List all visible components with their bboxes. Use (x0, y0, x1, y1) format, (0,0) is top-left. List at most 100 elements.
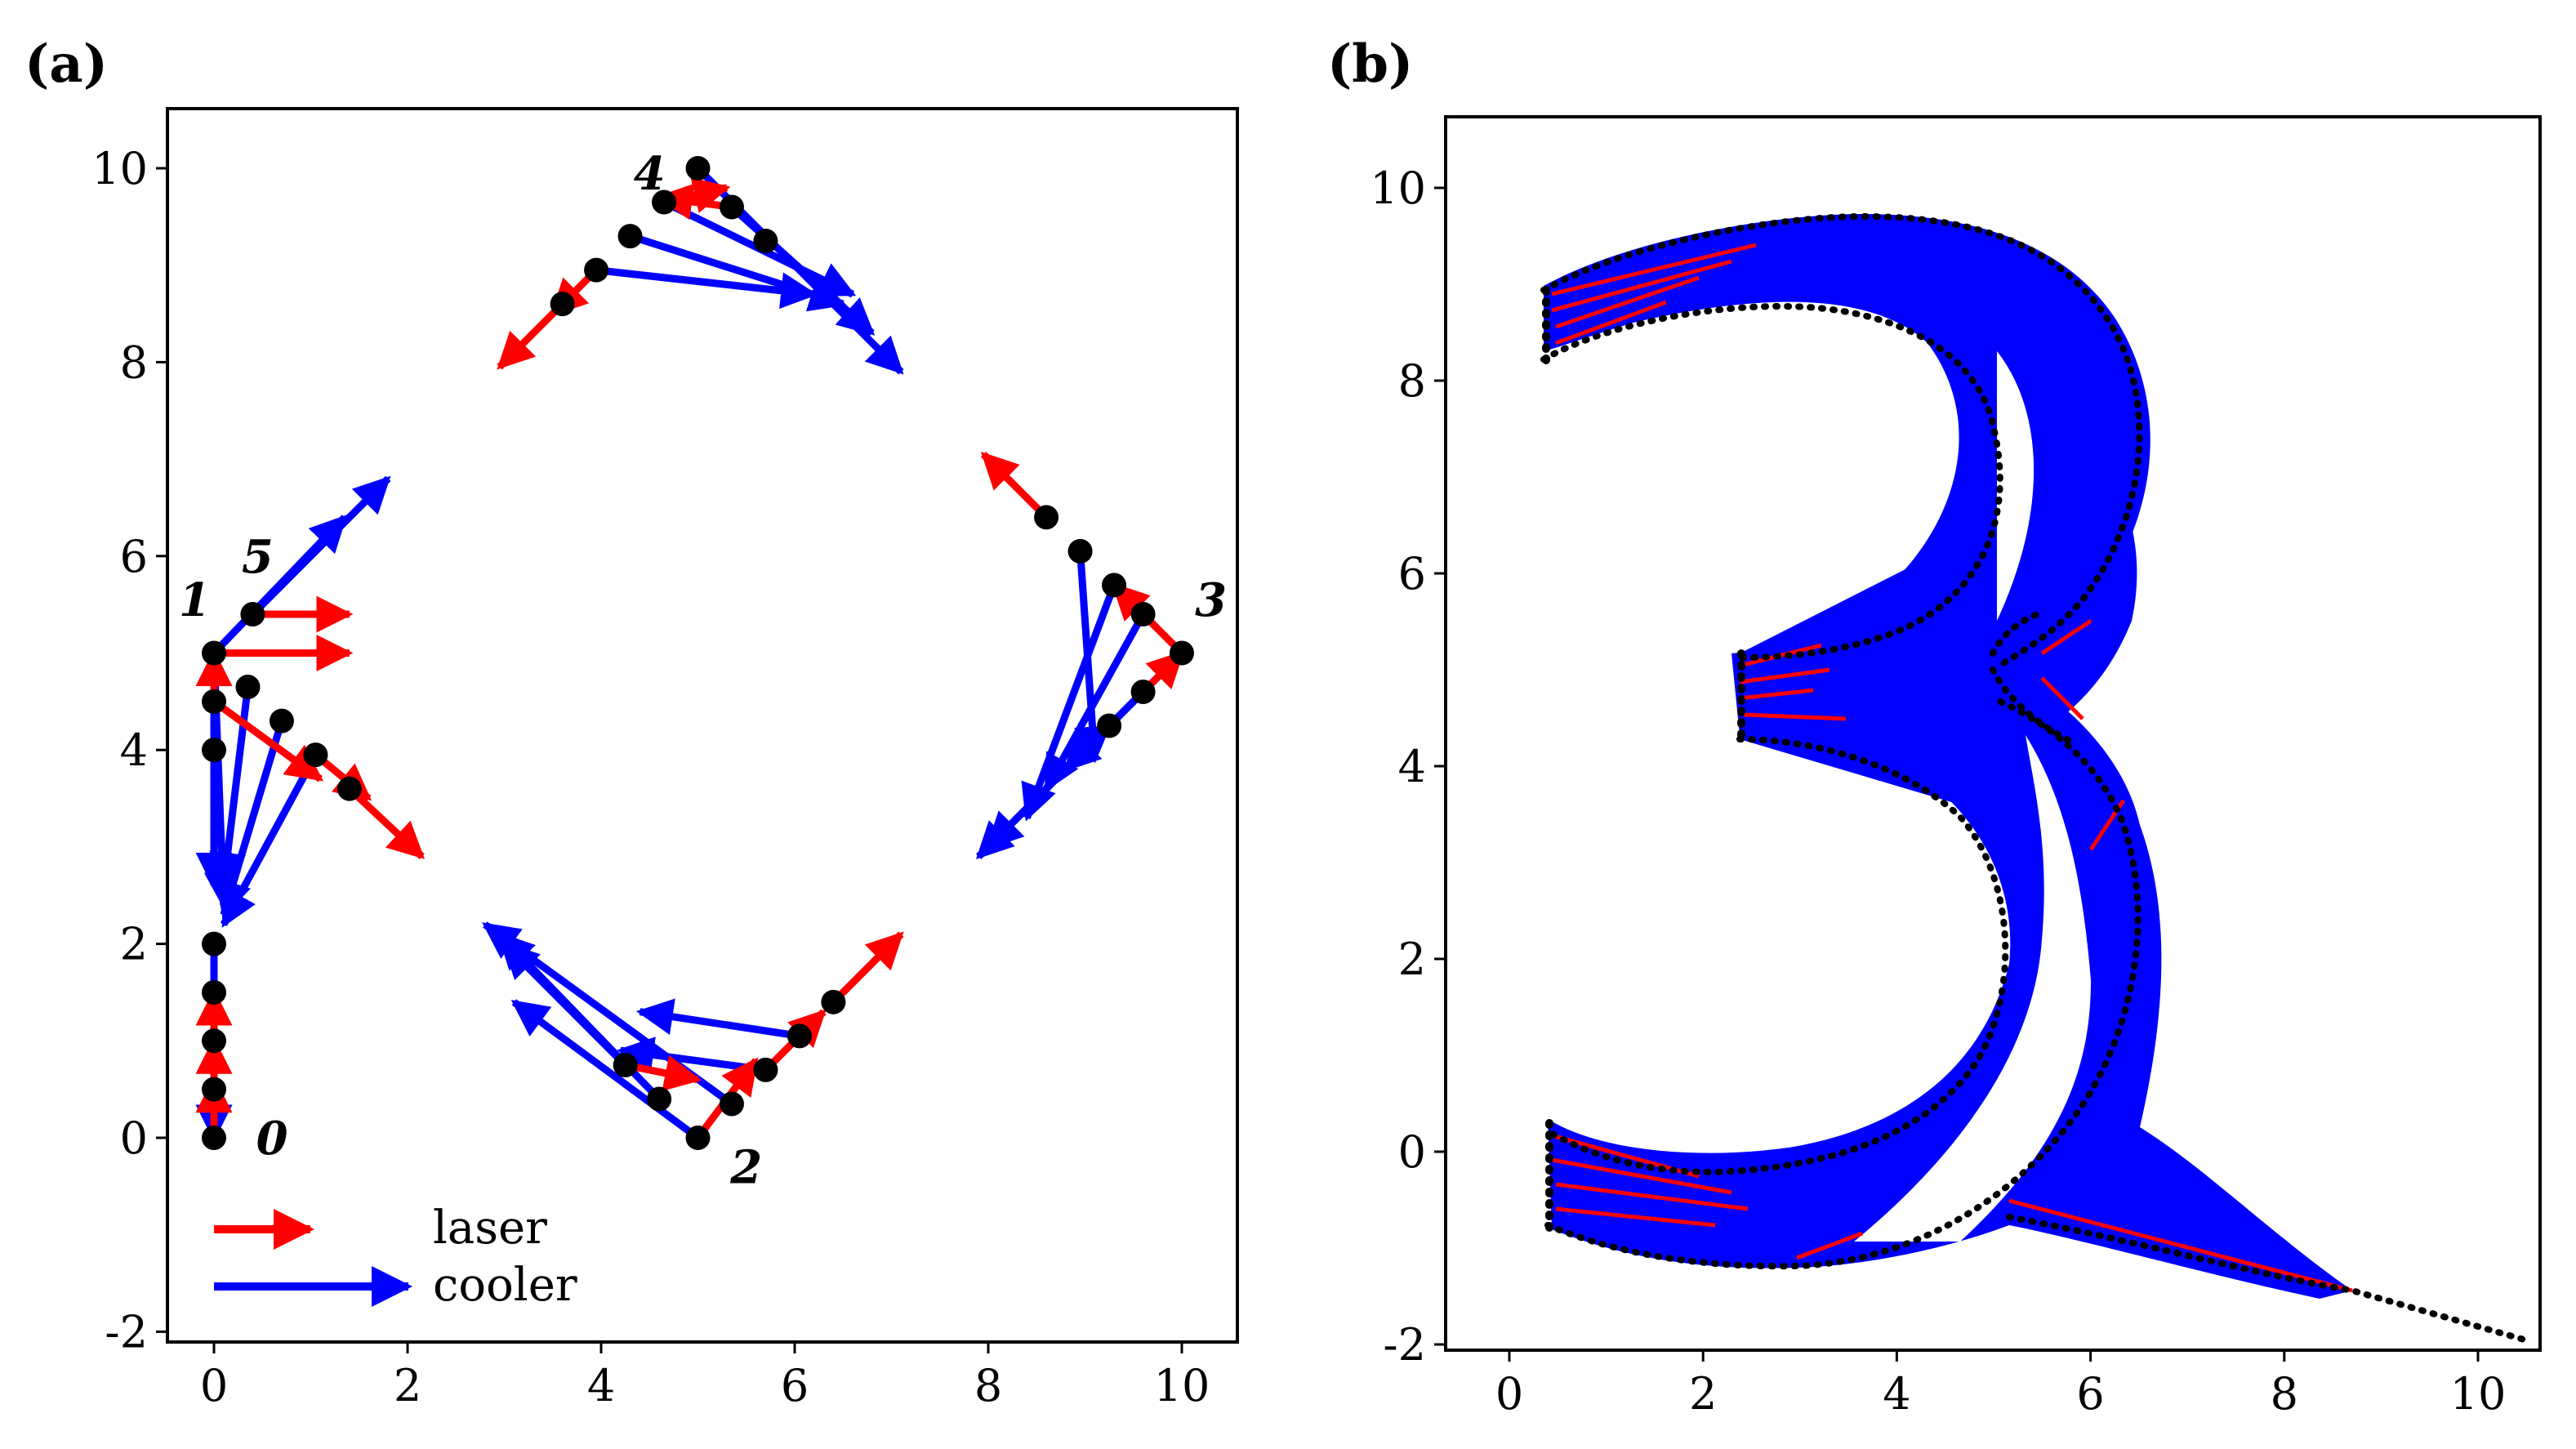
atom (303, 742, 328, 768)
atom (1102, 573, 1127, 598)
atom (613, 1052, 638, 1077)
cooler-arrow (220, 752, 319, 928)
cooler-arrow (635, 998, 800, 1040)
atom (202, 689, 226, 714)
atom (202, 738, 226, 763)
site-labels-a: 0 15 2 3 4 (179, 147, 1227, 1195)
y-tick-label: 2 (120, 919, 148, 970)
y-tick-label: 4 (120, 724, 148, 776)
x-tick-label: 10 (2450, 1368, 2507, 1420)
panel-b-label: (b) (1327, 33, 1413, 95)
site-label: 3 (1195, 573, 1227, 627)
atom (202, 640, 226, 666)
laser-arrow (980, 451, 1050, 520)
white-gap-b (1997, 351, 2035, 621)
y-ticks-a: -2 0 2 4 6 8 10 (91, 143, 167, 1358)
atom (336, 776, 362, 801)
x-tick-label: 2 (394, 1360, 421, 1411)
y-tick-label: 0 (120, 1112, 148, 1164)
atom (202, 1126, 226, 1150)
y-ticks-b: -2 0 2 4 6 8 10 (1370, 163, 1446, 1371)
site-label: 4 (634, 147, 666, 201)
atom (1130, 679, 1156, 704)
atom-contour-b-inner-bottom (1544, 736, 2009, 1176)
cooler-arrow (1021, 583, 1118, 822)
atom (647, 1086, 672, 1112)
legend: laser cooler (214, 1202, 577, 1312)
x-ticks-b: 0 2 4 6 8 10 (1495, 1350, 2507, 1420)
x-tick-label: 6 (781, 1360, 809, 1411)
atom (202, 931, 226, 956)
atom (550, 292, 575, 317)
site-label: 0 (256, 1112, 288, 1166)
laser-arrow (346, 786, 426, 860)
cooler-fan-b-upper (1740, 523, 2001, 817)
atom (202, 1028, 226, 1054)
atom (685, 1126, 711, 1150)
atom (202, 979, 226, 1005)
atom (240, 602, 265, 627)
atom (685, 156, 711, 181)
panel-b: (b) 0 2 4 6 8 10 -2 0 2 4 6 8 10 (1327, 33, 2542, 1420)
y-tick-label: 8 (1398, 355, 1426, 407)
legend-cooler-label: cooler (433, 1259, 577, 1312)
cooler-arrow (595, 266, 818, 310)
atom (1130, 602, 1156, 627)
site-label: 1 (179, 573, 211, 627)
x-tick-label: 0 (1495, 1368, 1523, 1420)
atom (584, 257, 609, 283)
y-tick-label: 2 (1398, 934, 1426, 985)
x-tick-label: 0 (200, 1360, 228, 1411)
laser-fan-b (1551, 243, 2353, 1293)
atom (719, 1091, 744, 1117)
cooler-arrow (250, 475, 391, 617)
atom (753, 1057, 778, 1082)
atom (235, 675, 261, 700)
cooler-arrow (1043, 612, 1147, 792)
x-ticks-a: 0 2 4 6 8 10 (200, 1342, 1210, 1411)
x-tick-label: 2 (1689, 1368, 1717, 1420)
white-gap-b-lower (1854, 735, 2091, 1242)
y-tick-label: 8 (120, 337, 148, 388)
atom (652, 189, 677, 215)
x-tick-label: 10 (1154, 1360, 1210, 1411)
x-tick-label: 4 (1883, 1368, 1910, 1420)
atom-contour-b-left (1542, 286, 1745, 1233)
y-tick-label: 6 (1398, 548, 1426, 600)
panel-a-label: (a) (25, 33, 108, 95)
site-label: 5 (242, 530, 274, 584)
x-tick-label: 8 (974, 1360, 1002, 1411)
digit-three-pattern (1540, 212, 2527, 1343)
y-tick-label: 10 (1370, 163, 1426, 214)
panel-a: (a) 0 15 2 3 4 0 2 4 6 8 10 -2 0 2 4 6 8 10 laser coole… (25, 33, 1239, 1411)
laser-arrow (212, 698, 323, 782)
laser-arrow (831, 931, 904, 1005)
cooler-arrow (510, 999, 701, 1141)
laser-arrow (624, 1054, 702, 1091)
atom (269, 708, 294, 733)
atoms-a (202, 156, 1194, 1150)
legend-laser-label: laser (433, 1202, 547, 1255)
y-tick-label: 4 (1398, 741, 1426, 792)
atom-contour-b-outer-bottom (1544, 695, 2141, 1270)
cooler-arrows-a (195, 165, 1185, 1142)
x-tick-label: 8 (2271, 1368, 2298, 1420)
y-tick-label: -2 (105, 1306, 148, 1358)
atom (1067, 538, 1093, 564)
laser-arrows-a (195, 176, 1185, 1140)
y-tick-label: 0 (1398, 1126, 1426, 1178)
axes-frame-a (166, 107, 1239, 1344)
atom (821, 989, 846, 1014)
atom (1097, 713, 1122, 738)
atom-contour-b-mid (1990, 609, 2078, 747)
x-tick-label: 6 (2076, 1368, 2104, 1420)
atom-contour-b-tail (2006, 1214, 2527, 1343)
atom (719, 194, 744, 220)
atom-contour-b-inner-top (1540, 302, 2003, 661)
cooler-arrow (497, 931, 662, 1102)
atom-contour-b-outer (1540, 212, 2143, 669)
y-tick-label: 6 (120, 531, 148, 582)
axes-frame-b (1444, 115, 2542, 1352)
y-tick-label: 10 (91, 143, 148, 194)
